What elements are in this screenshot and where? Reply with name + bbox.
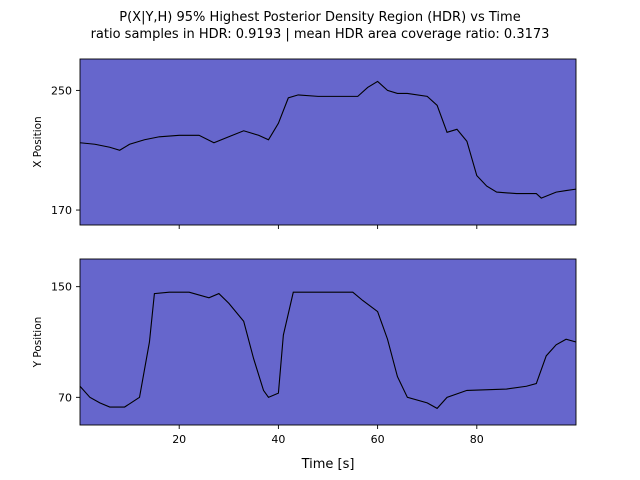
x-tick-label: 40 xyxy=(271,433,285,446)
axes-frame xyxy=(79,258,577,426)
chart-title: P(X|Y,H) 95% Highest Posterior Density R… xyxy=(119,10,520,25)
y-tick-label: 70 xyxy=(58,391,72,404)
y-tick-label: 150 xyxy=(51,281,72,294)
estimate-trace-line xyxy=(79,291,577,410)
x-position-panel: 170 250 X Position xyxy=(32,58,577,229)
hdr-region-band xyxy=(80,59,576,225)
x-tick-label: 60 xyxy=(371,433,385,446)
x-axis-label: Time [s] xyxy=(301,457,355,472)
y-tick-label: 170 xyxy=(51,204,72,217)
axes-frame xyxy=(79,58,577,226)
estimate-trace-line xyxy=(79,80,577,199)
x-tick-label: 80 xyxy=(470,433,484,446)
x-tick-label: 20 xyxy=(172,433,186,446)
chart-subtitle: ratio samples in HDR: 0.9193 | mean HDR … xyxy=(91,27,550,42)
hdr-region-band xyxy=(80,259,576,425)
y-axis-label: Y Position xyxy=(32,317,44,369)
y-position-panel: 70 150 20 40 60 80 Y Position Time [s] xyxy=(32,258,577,472)
y-tick-label: 250 xyxy=(51,84,72,97)
y-axis-label: X Position xyxy=(32,116,44,167)
